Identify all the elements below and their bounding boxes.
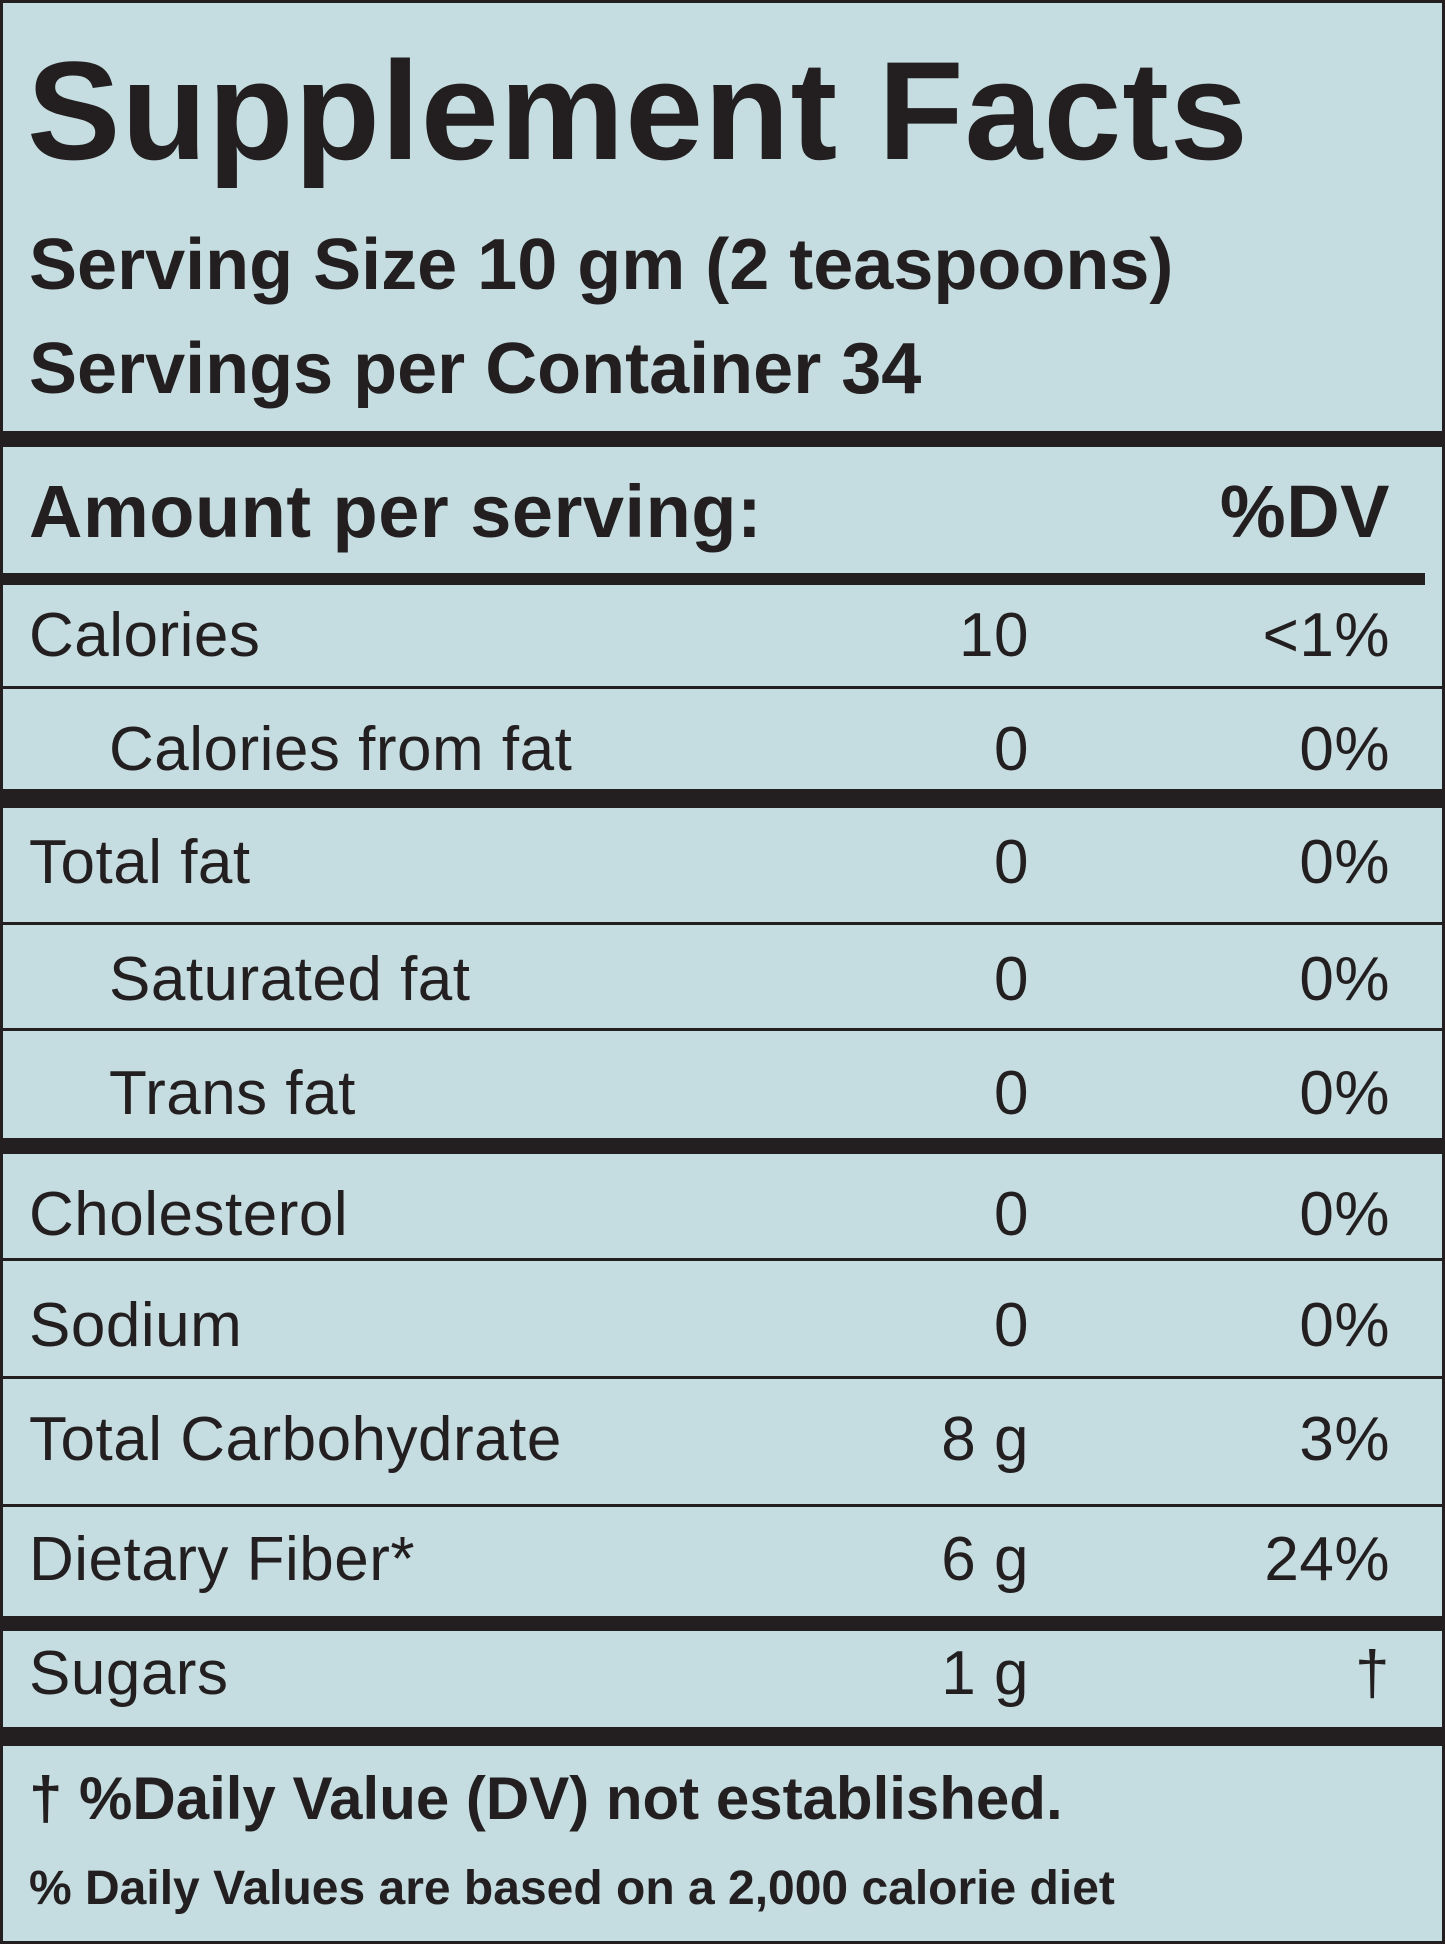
nutrient-amount: 0 [994,1180,1029,1249]
nutrient-row: Calories 10 <1% [3,585,1442,686]
label-title: Supplement Facts [27,32,1249,189]
nutrient-row: Sodium 0 0% [3,1261,1442,1376]
nutrient-amount: 8 g [941,1405,1029,1474]
thick-divider [3,1616,1442,1631]
nutrient-amount: 0 [994,828,1029,897]
calorie-diet-note: % Daily Values are based on a 2,000 calo… [29,1862,1115,1915]
nutrient-row: Calories from fat 0 0% [3,689,1442,789]
nutrient-dv: 24% [1264,1525,1390,1594]
nutrient-name: Dietary Fiber* [29,1525,415,1594]
nutrient-row: Dietary Fiber* 6 g 24% [3,1507,1442,1616]
thin-divider [3,686,1442,689]
dv-column-label: %DV [1219,470,1390,553]
nutrient-name: Total fat [29,828,251,897]
nutrient-row: Cholesterol 0 0% [3,1154,1442,1258]
nutrient-name: Sugars [29,1639,229,1708]
nutrient-amount: 10 [959,601,1029,670]
nutrient-name: Saturated fat [109,945,471,1014]
nutrient-dv: <1% [1262,601,1390,670]
thick-divider [3,431,1442,447]
nutrient-dv: 0% [1299,1291,1390,1360]
nutrient-row: Saturated fat 0 0% [3,925,1442,1028]
nutrient-name: Total Carbohydrate [29,1405,562,1474]
nutrient-dv: 3% [1299,1405,1390,1474]
nutrient-amount: 0 [994,945,1029,1014]
amount-per-serving-label: Amount per serving: [29,470,763,553]
nutrient-amount: 0 [994,1059,1029,1128]
thick-divider [3,789,1442,808]
servings-per-container: Servings per Container 34 [29,329,922,409]
thin-divider [3,1028,1442,1031]
nutrient-name: Cholesterol [29,1180,349,1249]
nutrient-name: Sodium [29,1291,243,1360]
thick-divider [3,1138,1442,1154]
thick-divider [3,1727,1442,1746]
amount-header-row: Amount per serving: %DV [3,447,1442,573]
thin-divider [3,922,1442,925]
nutrient-dv: 0% [1299,945,1390,1014]
nutrient-row: Trans fat 0 0% [3,1031,1442,1138]
nutrient-amount: 1 g [941,1639,1029,1708]
dv-not-established-note: † %Daily Value (DV) not established. [29,1765,1063,1832]
nutrient-name: Calories [29,601,261,670]
serving-size: Serving Size 10 gm (2 teaspoons) [29,225,1174,305]
nutrient-amount: 0 [994,715,1029,784]
nutrient-dv: † [1355,1639,1390,1708]
nutrient-amount: 0 [994,1291,1029,1360]
nutrient-dv: 0% [1299,1180,1390,1249]
nutrient-row: Total Carbohydrate 8 g 3% [3,1379,1442,1504]
nutrient-row: Total fat 0 0% [3,808,1442,922]
nutrient-amount: 6 g [941,1525,1029,1594]
thin-divider [3,1504,1442,1507]
nutrient-dv: 0% [1299,715,1390,784]
nutrient-dv: 0% [1299,1059,1390,1128]
thin-divider [3,1376,1442,1379]
thick-divider [3,573,1425,585]
nutrient-row: Sugars 1 g † [3,1631,1442,1727]
nutrient-dv: 0% [1299,828,1390,897]
nutrient-name: Trans fat [109,1059,356,1128]
nutrient-name: Calories from fat [109,715,573,784]
thin-divider [3,1258,1442,1261]
